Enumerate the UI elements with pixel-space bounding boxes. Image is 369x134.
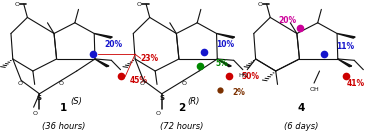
Text: 2%: 2% <box>232 88 245 97</box>
Polygon shape <box>95 59 109 67</box>
Text: O: O <box>137 2 142 7</box>
Text: O: O <box>181 81 186 86</box>
Text: (36 hours): (36 hours) <box>42 122 86 131</box>
Text: OH: OH <box>309 87 319 92</box>
Text: O: O <box>18 81 23 86</box>
Text: (6 days): (6 days) <box>284 122 319 131</box>
Text: 5%: 5% <box>216 59 228 68</box>
Text: O: O <box>140 81 145 86</box>
Text: S: S <box>159 96 164 101</box>
Text: 50%: 50% <box>241 72 259 81</box>
Text: (72 hours): (72 hours) <box>160 122 203 131</box>
Text: S: S <box>37 96 42 101</box>
Polygon shape <box>217 34 235 38</box>
Text: (R): (R) <box>187 97 200 106</box>
Text: 20%: 20% <box>278 16 296 25</box>
Text: (S): (S) <box>70 97 82 106</box>
Text: HO: HO <box>238 73 248 78</box>
Text: 2: 2 <box>178 103 185 113</box>
Polygon shape <box>338 59 352 67</box>
Text: 23%: 23% <box>141 54 159 63</box>
Text: 10%: 10% <box>217 40 235 49</box>
Text: 11%: 11% <box>336 42 354 51</box>
Polygon shape <box>94 34 112 38</box>
Text: O: O <box>155 111 160 116</box>
Text: 20%: 20% <box>104 40 122 49</box>
Polygon shape <box>217 59 231 67</box>
Text: 4: 4 <box>298 103 305 113</box>
Text: O: O <box>33 111 38 116</box>
Text: O: O <box>15 2 20 7</box>
Text: O: O <box>59 81 64 86</box>
Text: 41%: 41% <box>347 79 365 88</box>
Text: 1: 1 <box>60 103 68 113</box>
Polygon shape <box>337 34 355 38</box>
Text: O: O <box>258 2 262 7</box>
Text: 45%: 45% <box>130 76 148 85</box>
